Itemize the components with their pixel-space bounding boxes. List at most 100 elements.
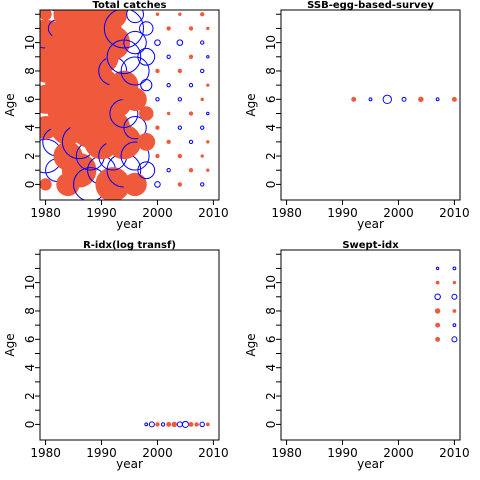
bubble-negative bbox=[155, 97, 160, 102]
chart-panel-1: 1980 1990 2000 2010 0 2 4 6 8 10 Total catches year… bbox=[3, 0, 229, 231]
bubble-negative bbox=[120, 141, 150, 171]
bubble-negative bbox=[382, 94, 392, 105]
y-axis-label: Age bbox=[244, 333, 258, 356]
bubble-negative bbox=[144, 422, 149, 427]
bubble-positive bbox=[155, 125, 160, 130]
y-tick-label: 10 bbox=[23, 275, 37, 290]
x-axis-label: year bbox=[116, 217, 143, 231]
bubble-negative bbox=[188, 82, 194, 88]
plot-frame bbox=[280, 249, 461, 441]
bubble-negative bbox=[166, 54, 171, 59]
bubble-negative bbox=[140, 79, 153, 92]
x-tick-label: 2000 bbox=[383, 206, 414, 220]
bubble-negative bbox=[200, 68, 205, 74]
bubble-positive bbox=[178, 12, 182, 16]
bubble-negative bbox=[139, 21, 154, 36]
x-tick-label: 2000 bbox=[142, 206, 173, 220]
bubble-negative bbox=[177, 125, 183, 130]
bubble-positive bbox=[418, 96, 424, 103]
chart-title: Swept-idx bbox=[342, 240, 399, 251]
bubble-negative bbox=[452, 266, 457, 271]
y-tick-label: 10 bbox=[23, 35, 37, 50]
y-tick-label: 8 bbox=[23, 67, 37, 75]
bubble-positive bbox=[200, 154, 204, 158]
y-tick-label: 10 bbox=[264, 275, 278, 290]
x-tick-label: 1990 bbox=[327, 446, 358, 460]
bubble-negative bbox=[368, 97, 373, 102]
bubble-positive bbox=[206, 140, 210, 144]
bubble-negative bbox=[160, 422, 166, 427]
bubble-negative bbox=[123, 30, 147, 55]
chart-panel-3: 1980 1990 2000 2010 0 2 4 6 8 10 R-idx(log transf)… bbox=[3, 240, 229, 471]
bubble-negative bbox=[206, 55, 210, 59]
x-tick-label: 2010 bbox=[439, 206, 470, 220]
bubble-positive bbox=[137, 132, 156, 151]
bubble-positive bbox=[451, 96, 457, 102]
bubble-positive bbox=[40, 178, 52, 191]
bubble-positive bbox=[194, 422, 199, 427]
bubble-negative bbox=[177, 97, 183, 102]
bubble-negative bbox=[206, 111, 210, 116]
x-tick-label: 1990 bbox=[327, 206, 358, 220]
x-tick-label: 1980 bbox=[30, 206, 61, 220]
bubble-positive bbox=[452, 309, 457, 313]
bubble-negative bbox=[199, 421, 205, 428]
bubble-negative bbox=[188, 139, 194, 145]
y-tick-label: 6 bbox=[23, 336, 37, 344]
bubble-negative bbox=[148, 421, 155, 428]
bubble-positive bbox=[452, 280, 457, 285]
bubble-negative bbox=[452, 323, 457, 328]
bubble-negative bbox=[154, 181, 161, 188]
y-tick-label: 0 bbox=[23, 421, 37, 429]
bubble-positive bbox=[171, 421, 177, 428]
bubble-negative bbox=[434, 293, 441, 301]
y-tick-label: 0 bbox=[264, 181, 278, 189]
bubble-positive bbox=[206, 168, 210, 172]
x-tick-label: 2010 bbox=[439, 446, 470, 460]
y-tick-label: 2 bbox=[23, 152, 37, 160]
bubble-negative bbox=[137, 47, 156, 66]
bubble-positive bbox=[155, 153, 160, 159]
bubble-layer bbox=[434, 266, 458, 343]
chart-panel-4: 1980 1990 2000 2010 0 2 4 6 8 10 Swept-idx year Age bbox=[244, 240, 470, 471]
y-tick-label: 8 bbox=[264, 307, 278, 315]
bubble-positive bbox=[123, 172, 147, 197]
plot-frame bbox=[39, 9, 220, 201]
y-tick-label: 2 bbox=[264, 152, 278, 160]
bubble-negative bbox=[401, 96, 407, 102]
plot-frame bbox=[280, 9, 461, 201]
bubble-negative bbox=[435, 266, 440, 271]
y-tick-label: 8 bbox=[23, 307, 37, 315]
bubble-positive bbox=[166, 111, 171, 116]
bubble-positive bbox=[166, 26, 171, 31]
bubble-positive bbox=[205, 422, 210, 427]
bubble-positive bbox=[435, 322, 441, 328]
y-tick-label: 4 bbox=[264, 364, 278, 372]
bubble-positive bbox=[123, 87, 147, 112]
y-tick-label: 2 bbox=[23, 392, 37, 400]
bubble-negative bbox=[103, 10, 144, 49]
bubble-positive bbox=[206, 26, 210, 31]
x-axis-label: year bbox=[357, 457, 384, 471]
y-tick-label: 6 bbox=[264, 336, 278, 344]
bubble-positive bbox=[188, 26, 194, 31]
chart-title: Total catches bbox=[92, 0, 166, 11]
y-tick-label: 8 bbox=[264, 67, 278, 75]
x-tick-label: 1990 bbox=[86, 206, 117, 220]
x-tick-label: 1980 bbox=[271, 206, 302, 220]
bubble-negative bbox=[154, 39, 161, 46]
bubble-positive bbox=[40, 10, 52, 21]
x-tick-label: 2010 bbox=[198, 446, 229, 460]
bubble-negative bbox=[166, 168, 171, 173]
bubble-positive bbox=[139, 106, 154, 121]
bubble-positive bbox=[61, 152, 97, 188]
plot-frame bbox=[39, 249, 220, 441]
bubble-positive bbox=[200, 97, 204, 102]
y-tick-label: 4 bbox=[23, 364, 37, 372]
x-tick-label: 1990 bbox=[86, 446, 117, 460]
bubble-negative bbox=[435, 97, 440, 102]
bubble-positive bbox=[351, 96, 357, 102]
x-axis-label: year bbox=[116, 457, 143, 471]
bubble-negative bbox=[120, 56, 150, 86]
chart-title: R-idx(log transf) bbox=[83, 240, 176, 251]
